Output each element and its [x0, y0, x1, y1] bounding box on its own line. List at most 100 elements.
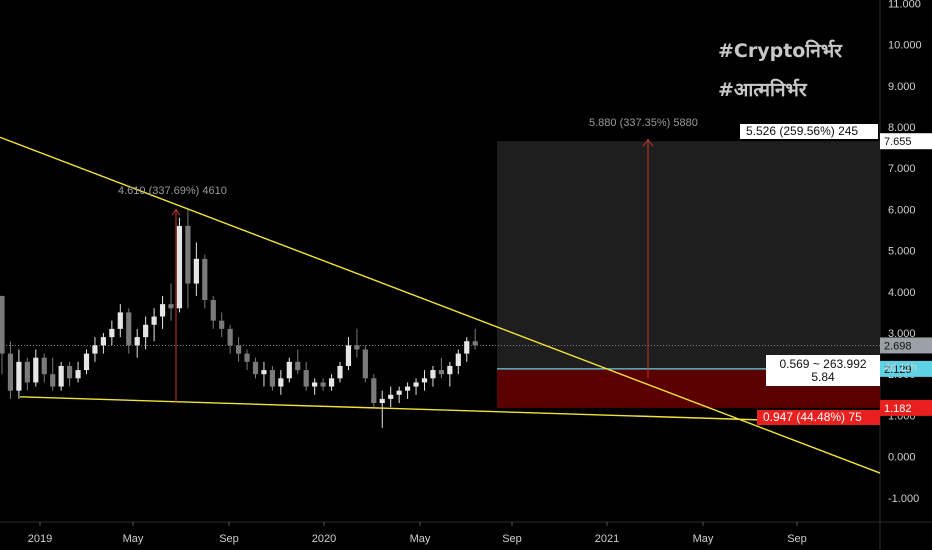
x-tick-label: Sep	[502, 533, 522, 545]
candle-body	[388, 394, 394, 399]
candle-body	[286, 361, 292, 379]
candle-body	[193, 258, 199, 284]
candle-body	[421, 378, 428, 383]
entry-price-marker-box	[880, 360, 932, 377]
x-tick-label: 2019	[28, 533, 52, 545]
candle-body	[320, 382, 326, 387]
candle-body	[430, 370, 436, 379]
y-tick-label: 5.000	[888, 246, 916, 258]
target-price-marker-text: 7.655	[884, 136, 912, 148]
y-tick-label: 4.000	[888, 287, 916, 299]
candle-body	[109, 328, 115, 338]
y-tick-label: 8.000	[888, 122, 916, 134]
candle-body	[371, 378, 377, 404]
y-tick-label: 7.000	[888, 163, 916, 175]
candle-body	[75, 370, 81, 379]
y-tick-label: 3.000	[888, 328, 916, 340]
candle-body	[227, 328, 233, 346]
target-label-text: 5.526 (259.56%) 245	[746, 124, 858, 138]
candle-body	[472, 341, 478, 346]
y-tick-label: 10.000	[888, 40, 922, 52]
stop-price-marker-text: 1.182	[884, 403, 912, 415]
x-tick-label: May	[410, 533, 431, 545]
candle-body	[413, 382, 419, 387]
candle-body	[447, 365, 453, 375]
candle-body	[244, 353, 250, 362]
candle-body	[464, 341, 470, 354]
candle-body	[312, 382, 318, 387]
candle-body	[252, 361, 259, 375]
candle-body	[202, 258, 208, 301]
countdown-label: 4d 11h	[884, 362, 917, 374]
candle-body	[455, 353, 461, 366]
stop-label-text: 0.947 (44.48%) 75	[763, 410, 862, 424]
candle-body	[33, 357, 39, 383]
position-label-box	[766, 355, 880, 386]
measure-arrowhead-left	[171, 208, 181, 216]
x-tick-label: 2021	[595, 533, 619, 545]
stop-label-box	[757, 410, 880, 425]
candle-body	[261, 370, 267, 375]
candle-body	[151, 316, 157, 325]
last-price-marker-text: 2.698	[884, 340, 912, 352]
x-tick-label: 2020	[312, 533, 336, 545]
candle-body	[24, 361, 30, 383]
candle-body	[16, 361, 22, 391]
candle-body	[143, 324, 149, 338]
watermark-cryptonirbhar: #Cryptoनिर्भर	[718, 40, 842, 62]
target-zone	[497, 141, 880, 369]
candle-body	[278, 378, 284, 387]
candle-body	[405, 386, 411, 391]
target-price-marker-box	[880, 133, 932, 150]
stop-price-marker-box	[880, 399, 932, 416]
candle-body	[396, 390, 402, 395]
candle-body	[92, 345, 98, 354]
y-tick-label: -1.000	[888, 493, 919, 505]
measure-label-right: 5.880 (337.35%) 5880	[589, 117, 698, 129]
candle-body	[185, 225, 191, 284]
x-tick-label: Sep	[787, 533, 807, 545]
candle-body	[219, 320, 225, 329]
x-tick-label: May	[123, 533, 144, 545]
candle-body	[345, 345, 352, 366]
position-label-line1: 0.569 ~ 263.992	[779, 357, 866, 371]
ascending-trendline	[19, 396, 881, 425]
candle-body	[41, 357, 47, 375]
candle-body	[295, 361, 301, 371]
entry-price-marker-text: 2.129	[884, 364, 912, 376]
measure-arrowhead-right	[642, 138, 654, 147]
y-tick-label: 11.000	[888, 0, 921, 10]
candle-body	[337, 365, 343, 379]
y-tick-label: 9.000	[888, 81, 916, 93]
candle-body	[236, 345, 242, 354]
candle-body	[438, 370, 444, 375]
last-price-marker-box	[880, 337, 932, 354]
candle-body	[50, 374, 56, 387]
x-tick-label: May	[693, 533, 714, 545]
candle-body	[159, 304, 166, 317]
candle-body	[7, 353, 14, 391]
candle-body	[168, 304, 174, 309]
position-label-line2: 5.84	[811, 370, 835, 384]
candle-body	[117, 312, 123, 329]
watermark-atmanirbhar: #आत्मनिर्भर	[718, 79, 807, 101]
candle-body	[176, 225, 183, 309]
candle-body	[362, 349, 368, 379]
candle-body	[126, 312, 132, 346]
candle-body	[58, 365, 64, 387]
candle-body	[67, 365, 73, 379]
candle-body	[379, 398, 385, 404]
candle-body	[328, 378, 335, 387]
candle-body	[100, 337, 106, 346]
candle-body	[354, 345, 360, 350]
candle-body	[210, 300, 216, 321]
candle-body	[83, 353, 90, 371]
descending-trendline	[0, 136, 881, 474]
candle-body	[0, 295, 5, 354]
y-tick-label: 6.000	[888, 204, 916, 216]
x-tick-label: Sep	[219, 533, 239, 545]
candle-body	[269, 370, 275, 387]
y-tick-label: 0.000	[888, 452, 916, 464]
candle-body	[303, 370, 309, 387]
